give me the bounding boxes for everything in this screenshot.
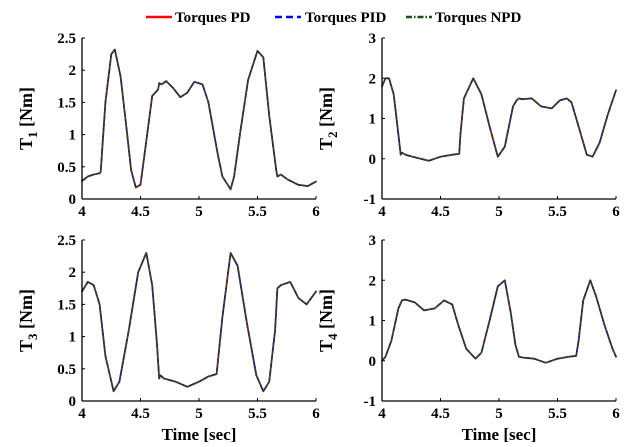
y-label-subscript: 2 — [325, 131, 340, 138]
series-line-torques-pid — [81, 48, 317, 191]
x-axis-label: Time [sec] — [462, 425, 537, 444]
x-tick-label: 4.5 — [431, 406, 450, 422]
y-tick-label: 2.5 — [57, 31, 76, 47]
series-line-torques-npd — [81, 48, 317, 190]
legend-label-pid: Torques PID — [305, 10, 386, 26]
y-tick-label: 2 — [69, 63, 77, 79]
y-tick-label: 3 — [369, 31, 377, 47]
y-tick-label: 2 — [369, 273, 377, 289]
y-label-symbol: T — [316, 340, 336, 352]
series-line-torques-pd — [381, 77, 617, 162]
series-line-torques-pid — [81, 252, 317, 393]
series-line-torques-pd — [81, 48, 317, 191]
x-tick-label: 4 — [78, 204, 86, 220]
x-tick-label: 5.5 — [548, 204, 567, 220]
y-tick-label: -1 — [364, 192, 377, 208]
legend-label-pd: Torques PD — [175, 10, 251, 26]
y-tick-label: 1.5 — [57, 297, 76, 313]
series-line-torques-npd — [381, 77, 617, 162]
y-label-unit: [Nm] — [316, 87, 336, 131]
y-axis-label: T4 [Nm] — [316, 289, 340, 352]
y-label-unit: [Nm] — [16, 289, 36, 333]
x-tick-label: 4.5 — [131, 406, 150, 422]
legend-label-npd: Torques NPD — [435, 10, 521, 26]
x-tick-label: 6 — [312, 204, 320, 220]
x-tick-label: 4 — [78, 406, 86, 422]
y-tick-label: 0 — [69, 394, 77, 410]
y-label-symbol: T — [316, 138, 336, 150]
x-tick-label: 4.5 — [431, 204, 450, 220]
x-tick-label: 6 — [612, 406, 620, 422]
y-axis-label: T3 [Nm] — [16, 289, 40, 352]
x-tick-label: 5 — [195, 406, 203, 422]
y-tick-label: 2 — [369, 71, 377, 87]
y-tick-label: 0 — [369, 152, 377, 168]
y-tick-label: -1 — [364, 394, 377, 410]
x-axis-label: Time [sec] — [162, 425, 237, 444]
y-label-symbol: T — [16, 340, 36, 352]
y-tick-label: 0.5 — [57, 362, 76, 378]
y-tick-label: 1 — [369, 112, 377, 128]
y-tick-label: 2.5 — [57, 233, 76, 249]
y-axis-label: T1 [Nm] — [16, 87, 40, 150]
y-label-unit: [Nm] — [16, 87, 36, 131]
x-tick-label: 4 — [378, 406, 386, 422]
y-tick-label: 0 — [369, 354, 377, 370]
y-tick-label: 0 — [69, 192, 77, 208]
x-tick-label: 4.5 — [131, 204, 150, 220]
series-line-torques-npd — [81, 252, 317, 392]
x-tick-label: 5 — [195, 204, 203, 220]
x-tick-label: 5.5 — [248, 204, 267, 220]
series-line-torques-pd — [81, 252, 317, 393]
series-line-torques-npd — [381, 279, 617, 364]
x-tick-label: 5.5 — [548, 406, 567, 422]
y-label-subscript: 3 — [25, 333, 40, 340]
y-tick-label: 1 — [369, 314, 377, 330]
y-axis-label: T2 [Nm] — [316, 87, 340, 150]
subplot-1: 4 4.5 5 5.5 600.511.522.5T1 [Nm] — [16, 31, 320, 220]
y-tick-label: 1 — [69, 330, 77, 346]
y-label-symbol: T — [16, 138, 36, 150]
y-label-subscript: 4 — [325, 333, 340, 340]
series-line-torques-pid — [381, 77, 617, 162]
x-tick-label: 5 — [495, 204, 503, 220]
legend: Torques PD Torques PID Torques NPD — [146, 10, 521, 26]
x-tick-label: 5.5 — [248, 406, 267, 422]
x-tick-label: 6 — [612, 204, 620, 220]
y-tick-label: 0.5 — [57, 160, 76, 176]
subplot-3: 4 4.5 5 5.5 6 0 0.5 1 1.5 2 2.5 T3 [Nm] Time [sec] — [16, 233, 320, 444]
y-tick-label: 3 — [369, 233, 377, 249]
subplots: 4 4.5 5 5.5 600.511.522.5T1 [Nm]4 4.5 5 5.5 6-10… — [16, 31, 620, 444]
x-tick-label: 6 — [312, 406, 320, 422]
y-tick-label: 1 — [69, 128, 77, 144]
x-tick-label: 5 — [495, 406, 503, 422]
x-tick-label: 4 — [378, 204, 386, 220]
y-label-unit: [Nm] — [316, 289, 336, 333]
y-tick-label: 1.5 — [57, 95, 76, 111]
y-label-subscript: 1 — [25, 131, 40, 138]
y-tick-label: 2 — [69, 265, 77, 281]
